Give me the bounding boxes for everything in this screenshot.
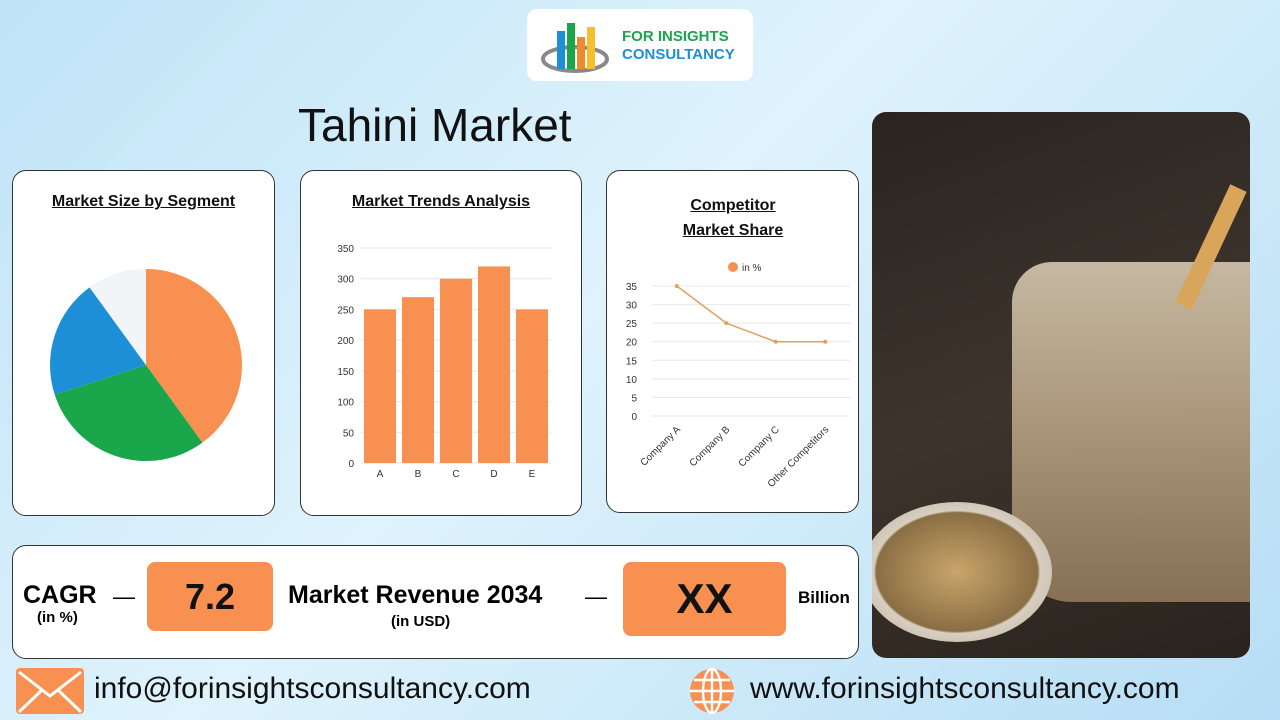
bar: [516, 309, 548, 463]
y-tick-label: 100: [337, 398, 354, 409]
line-title: Competitor Market Share: [682, 197, 784, 239]
y-tick-label: 50: [343, 428, 355, 439]
pie-title: Market Size by Segment: [51, 193, 236, 210]
x-tick-label: Company B: [688, 424, 733, 469]
line-card: Competitor Market Share in % 0 5 10 15 20 25 30…: [606, 170, 859, 513]
dash: —: [585, 584, 607, 609]
series-line: [676, 285, 826, 343]
bar-chart: 0 50 100 150 200 250 300 350 A B C D E: [337, 244, 551, 480]
data-point: [724, 321, 729, 326]
y-tick-label: 250: [337, 305, 354, 316]
pie-slice: [54, 365, 203, 461]
logo-chart-icon: [541, 23, 609, 73]
bar-title: Market Trends Analysis: [351, 193, 531, 210]
page-title: Tahini Market: [298, 99, 572, 151]
logo-line2: CONSULTANCY: [622, 46, 735, 63]
revenue-label: Market Revenue 2034: [288, 581, 543, 609]
y-tick-label: 200: [337, 336, 354, 347]
data-point: [674, 284, 679, 288]
pie-chart: [49, 269, 242, 461]
dash: —: [113, 584, 135, 609]
bar: [364, 309, 396, 463]
x-tick-label: Company C: [737, 424, 782, 469]
revenue-unit: (in USD): [391, 613, 451, 630]
email-link[interactable]: info@forinsightsconsultancy.com: [94, 672, 531, 705]
revenue-suffix: Billion: [798, 588, 850, 607]
legend-label: in %: [742, 263, 762, 274]
data-point: [823, 339, 828, 344]
cagr-unit: (in %): [37, 609, 78, 626]
y-tick-label: 5: [631, 393, 637, 404]
bar: [402, 297, 434, 463]
legend-marker: [728, 262, 738, 272]
y-tick-label: 0: [348, 459, 354, 470]
y-tick-label: 10: [626, 375, 638, 386]
globe-icon: [690, 667, 734, 715]
y-tick-label: 150: [337, 367, 354, 378]
pie-slice: [146, 269, 242, 443]
y-tick-label: 300: [337, 275, 354, 286]
pie-slice: [89, 269, 146, 365]
y-tick-label: 35: [626, 282, 638, 293]
pie-card: Market Size by Segment: [12, 170, 275, 516]
bar: [440, 278, 472, 463]
cagr-label: CAGR: [23, 581, 97, 609]
cagr-value: 7.2: [147, 562, 273, 631]
stats-panel: CAGR (in %) — 7.2 Market Revenue 2034 (i…: [12, 545, 859, 659]
logo: FOR INSIGHTS CONSULTANCY: [527, 9, 753, 81]
y-tick-label: 20: [626, 338, 638, 349]
logo-line1: FOR INSIGHTS: [622, 28, 729, 45]
pie-slice: [49, 287, 146, 395]
data-point: [773, 339, 778, 344]
line-chart: in % 0 5 10 15 20 25 30 35 Company A Company B Comp…: [626, 262, 850, 490]
x-tick-label: D: [490, 469, 497, 480]
x-tick-label: A: [377, 469, 384, 480]
x-tick-label: E: [529, 469, 536, 480]
website-link[interactable]: www.forinsightsconsultancy.com: [750, 672, 1180, 705]
revenue-value: XX: [623, 562, 786, 636]
tahini-photo: [872, 112, 1250, 658]
x-tick-label: Company A: [639, 424, 684, 469]
y-tick-label: 15: [626, 356, 638, 367]
y-tick-label: 30: [626, 301, 638, 312]
mail-icon: [16, 668, 84, 714]
y-tick-label: 25: [626, 319, 638, 330]
y-tick-label: 0: [631, 412, 637, 423]
x-tick-label: C: [452, 469, 459, 480]
bar: [478, 266, 510, 463]
x-tick-label: B: [415, 469, 422, 480]
bar-card: Market Trends Analysis 0 50 100 150 200 250 30…: [300, 170, 582, 516]
y-tick-label: 350: [337, 244, 354, 255]
